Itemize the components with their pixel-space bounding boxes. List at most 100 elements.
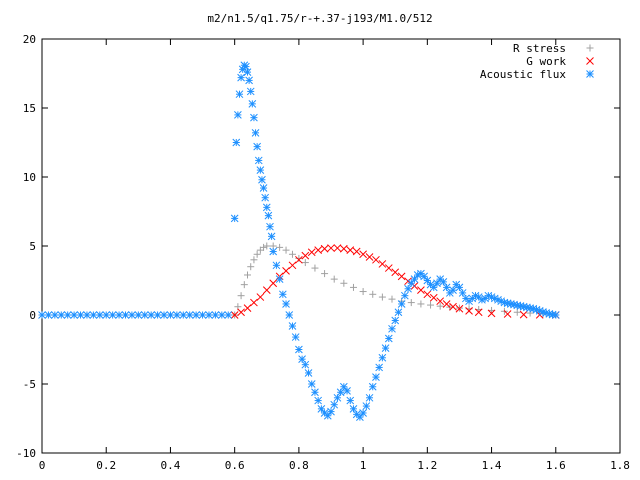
data-point — [282, 266, 290, 275]
data-point — [147, 311, 156, 319]
data-point — [317, 404, 326, 413]
data-point — [365, 393, 374, 402]
data-point — [282, 300, 290, 308]
legend-label: G work — [526, 55, 566, 68]
data-point — [237, 292, 245, 300]
data-point — [321, 270, 329, 278]
series-layer — [38, 61, 560, 421]
data-point — [487, 309, 496, 318]
data-point — [240, 281, 248, 289]
data-point — [230, 311, 239, 319]
data-point — [262, 203, 271, 212]
data-point — [115, 311, 123, 319]
data-point — [519, 310, 528, 319]
data-point — [153, 311, 162, 319]
data-point — [243, 68, 252, 76]
data-point — [455, 304, 464, 313]
data-point — [242, 62, 250, 71]
data-point — [83, 311, 91, 319]
data-point — [173, 311, 181, 319]
x-tick-label: 1.4 — [482, 459, 502, 472]
data-point — [267, 232, 276, 241]
data-point — [369, 290, 377, 298]
data-point — [375, 363, 384, 372]
legend-marker — [586, 57, 594, 65]
data-point — [394, 308, 403, 317]
series-acoustic-flux — [38, 61, 560, 421]
data-point — [503, 299, 512, 308]
data-point — [314, 246, 323, 254]
x-tick-label: 1 — [360, 459, 367, 472]
legend-label: Acoustic flux — [480, 68, 566, 81]
data-point — [246, 87, 255, 96]
data-point — [253, 142, 261, 151]
data-point — [259, 184, 268, 192]
data-point — [295, 255, 303, 264]
data-point — [336, 388, 345, 397]
data-point — [429, 283, 438, 292]
data-point — [391, 268, 400, 277]
data-point — [388, 295, 396, 303]
data-point — [128, 311, 136, 319]
data-point — [427, 301, 435, 309]
data-point — [449, 302, 457, 311]
data-point — [295, 345, 303, 354]
data-point — [288, 322, 297, 330]
data-point — [330, 275, 338, 283]
axes: 0 0.2 0.4 0.6 0.8 1 1.2 1.4 1.6 1.8 -10 -5 0 5 10 15 20 — [16, 33, 630, 472]
data-point — [397, 300, 406, 308]
data-point — [359, 409, 367, 417]
data-point — [278, 290, 287, 299]
data-point — [250, 113, 258, 122]
data-point — [95, 311, 104, 319]
data-point — [423, 276, 432, 285]
data-point — [185, 311, 194, 319]
data-point — [248, 100, 257, 108]
data-point — [433, 279, 441, 288]
data-point — [368, 382, 377, 391]
data-point — [311, 264, 319, 272]
x-tick-label: 1.6 — [546, 459, 566, 472]
data-point — [352, 247, 361, 256]
data-point — [436, 302, 444, 310]
legend-marker — [586, 70, 594, 78]
data-point — [258, 175, 266, 184]
data-point — [250, 298, 258, 307]
data-point — [63, 311, 72, 319]
data-point — [166, 311, 175, 319]
data-point — [244, 271, 252, 279]
data-point — [102, 311, 111, 319]
y-tick-label: 15 — [23, 102, 36, 115]
data-point — [121, 311, 130, 319]
data-point — [378, 293, 386, 301]
data-point — [198, 311, 207, 319]
data-point — [256, 293, 265, 301]
data-point — [260, 243, 268, 251]
x-tick-label: 0.6 — [225, 459, 245, 472]
data-point — [372, 255, 380, 264]
data-point — [205, 311, 213, 319]
data-point — [346, 396, 355, 405]
data-point — [224, 311, 233, 319]
data-point — [282, 246, 290, 254]
data-point — [254, 156, 263, 165]
data-point — [70, 311, 78, 319]
data-point — [420, 272, 428, 281]
y-tick-label: -5 — [23, 378, 36, 391]
data-point — [76, 311, 85, 319]
y-tick-label: 0 — [29, 309, 36, 322]
data-point — [269, 279, 278, 288]
data-point — [251, 128, 260, 137]
data-point — [301, 259, 309, 267]
data-point — [230, 214, 239, 223]
data-point — [269, 247, 278, 256]
data-point — [391, 316, 400, 325]
data-point — [250, 256, 258, 264]
data-point — [339, 382, 348, 391]
data-point — [291, 333, 300, 341]
y-tick-label: -10 — [16, 447, 36, 460]
data-point — [340, 279, 348, 287]
data-point — [429, 293, 438, 302]
data-point — [50, 311, 59, 319]
data-point — [417, 286, 425, 295]
